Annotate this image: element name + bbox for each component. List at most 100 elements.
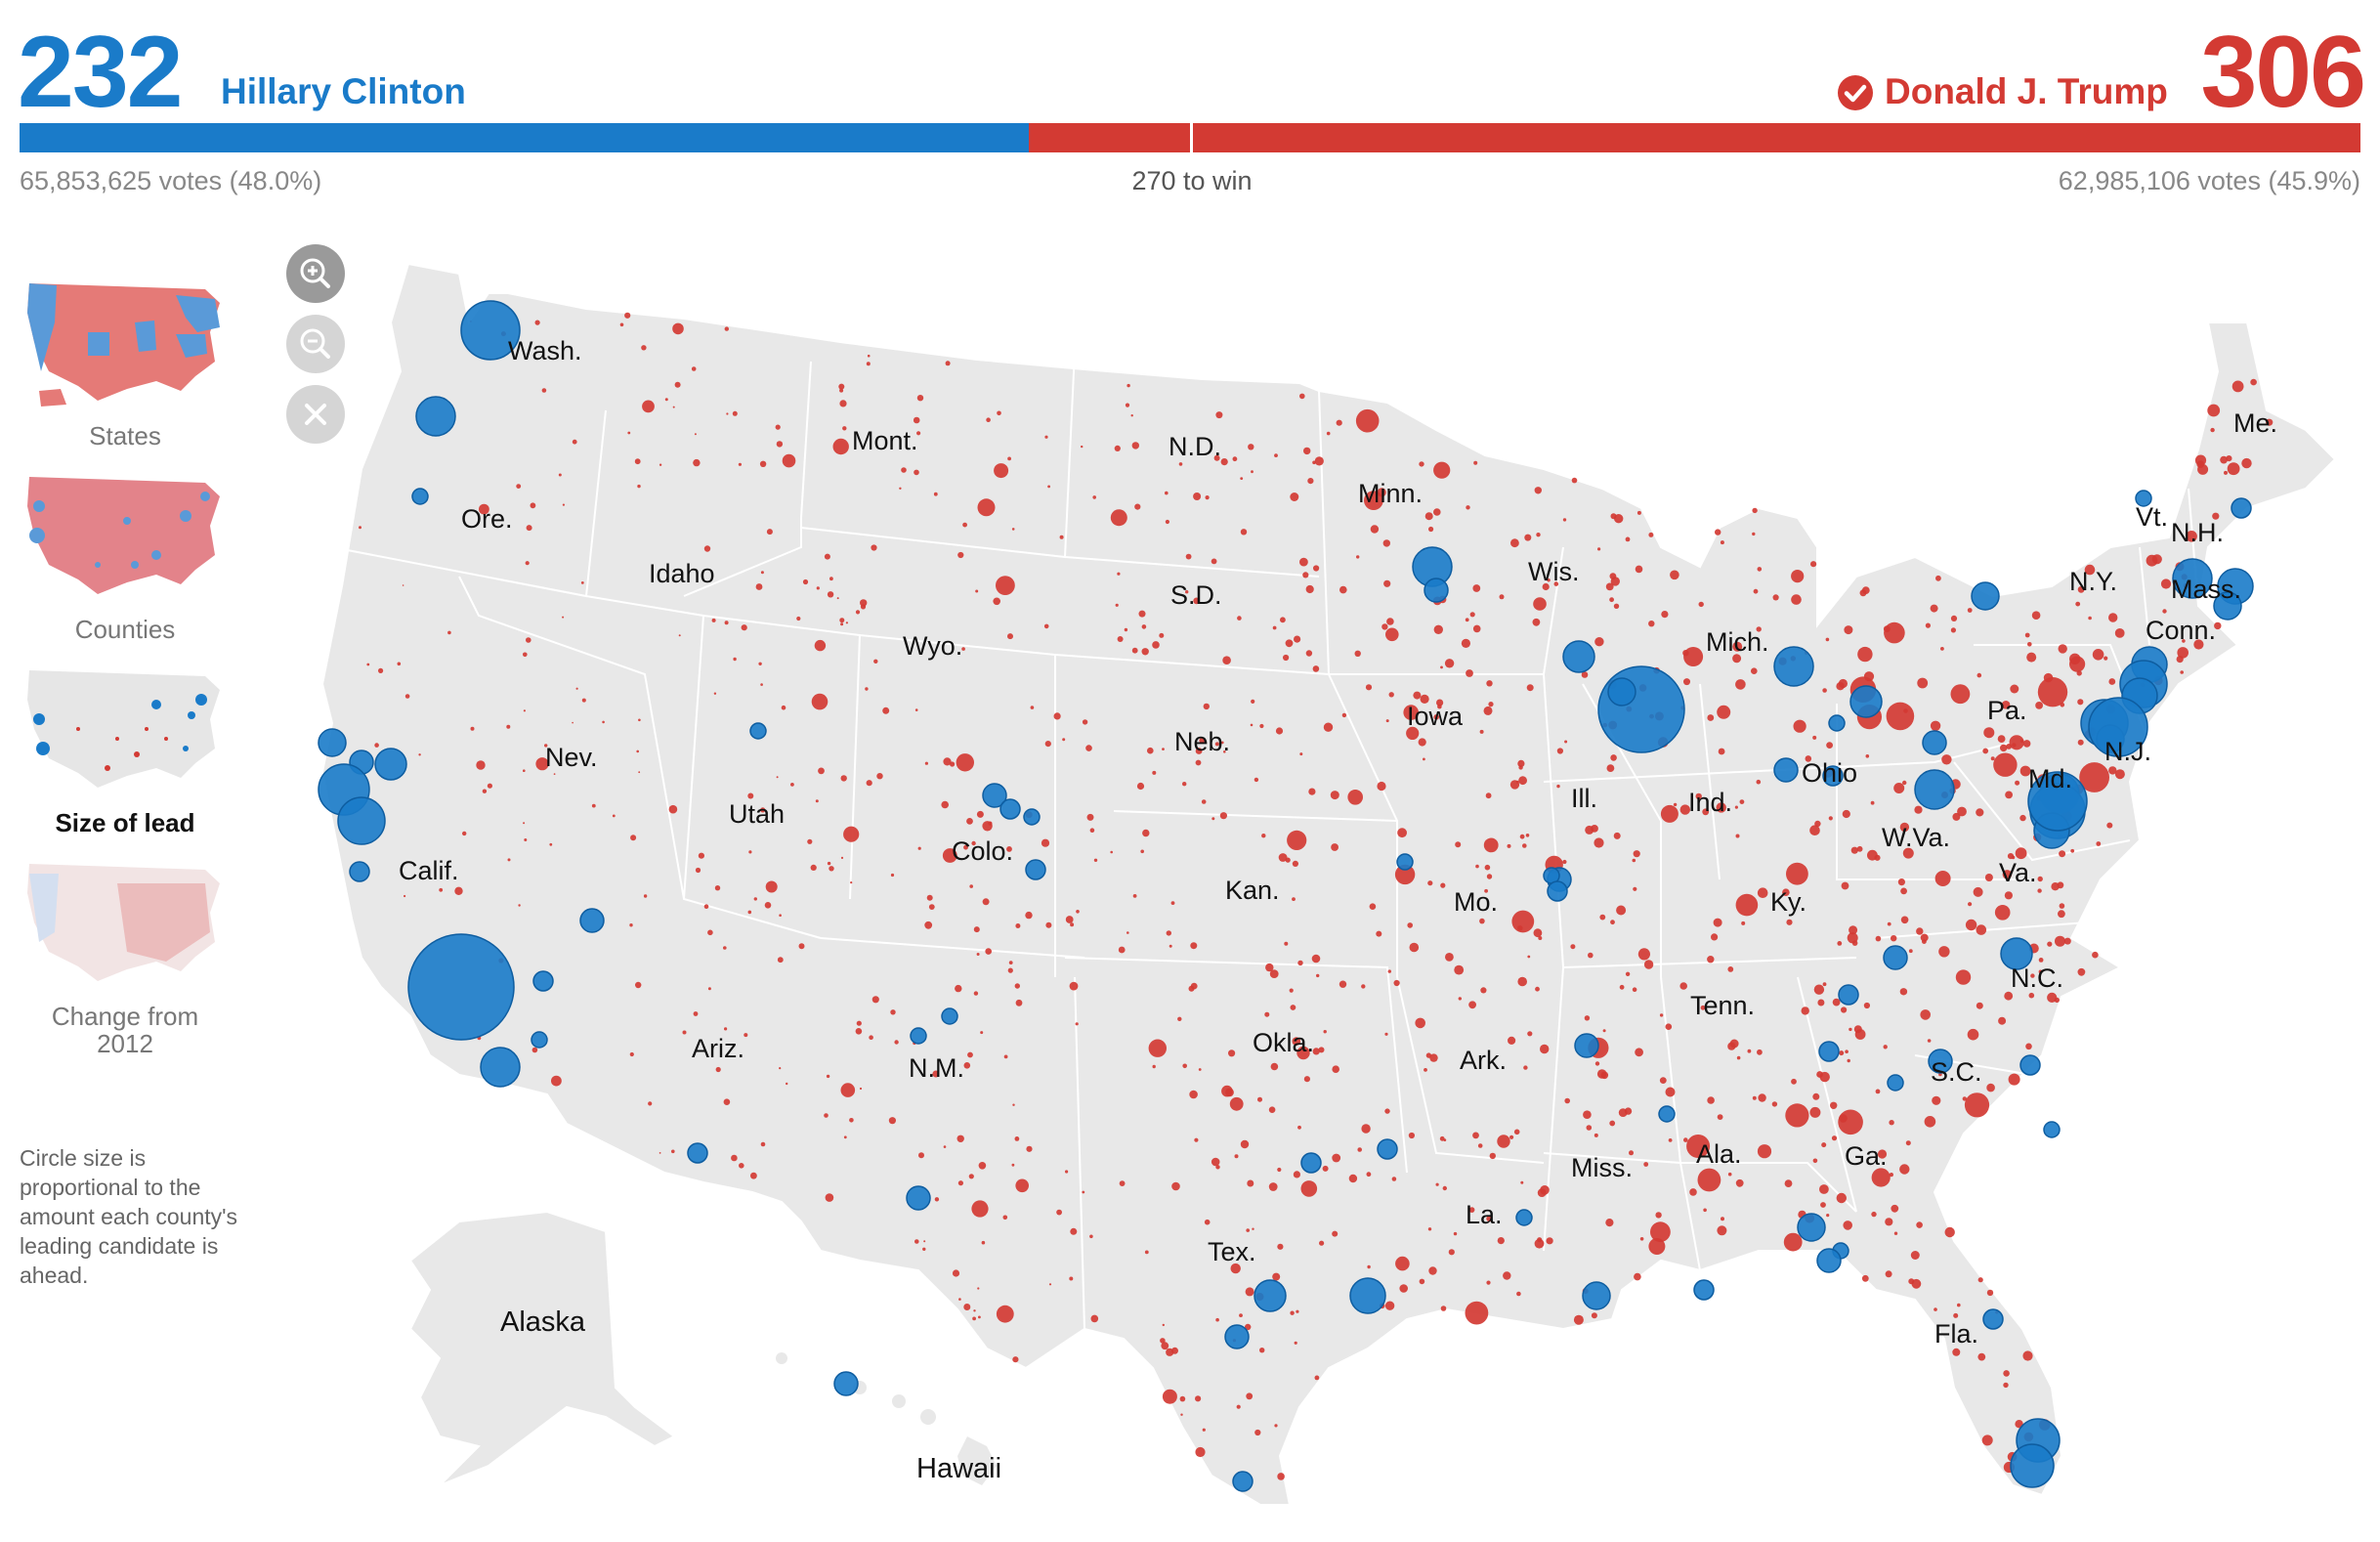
- rep-lead-bubble: [923, 1240, 926, 1243]
- rep-lead-bubble: [2084, 564, 2096, 576]
- rep-lead-bubble: [1290, 1310, 1295, 1315]
- rep-lead-bubble: [1820, 1202, 1826, 1208]
- rep-lead-bubble: [1361, 1124, 1371, 1134]
- rep-lead-bubble: [2007, 853, 2015, 860]
- rep-lead-bubble: [1636, 510, 1641, 515]
- rep-lead-bubble: [1863, 671, 1875, 682]
- rep-lead-bubble: [1239, 1313, 1243, 1317]
- rep-lead-bubble: [1195, 759, 1202, 766]
- rep-lead-bubble: [1889, 1173, 1893, 1178]
- rep-lead-bubble: [963, 1062, 971, 1069]
- rep-lead-bubble: [1729, 1039, 1739, 1049]
- rep-lead-bubble: [1305, 584, 1314, 594]
- rep-lead-bubble: [1732, 641, 1743, 652]
- rep-lead-bubble: [1245, 1287, 1254, 1297]
- rep-lead-bubble: [1607, 680, 1617, 690]
- rep-lead-bubble: [695, 867, 701, 874]
- rep-lead-bubble: [1201, 799, 1207, 804]
- rep-lead-bubble: [1885, 1218, 1893, 1226]
- rep-lead-bubble: [1246, 1392, 1254, 1400]
- rep-lead-bubble: [1703, 1208, 1707, 1213]
- rep-lead-bubble: [672, 406, 675, 408]
- zoom-in-button[interactable]: [286, 244, 345, 303]
- rep-lead-bubble: [1756, 626, 1762, 632]
- rep-lead-bubble: [1367, 1264, 1371, 1269]
- rep-lead-bubble: [1162, 748, 1165, 750]
- rep-lead-bubble: [523, 652, 528, 658]
- rep-lead-bubble: [1438, 595, 1447, 604]
- label-tex: Tex.: [1208, 1237, 1256, 1266]
- rep-lead-bubble: [764, 902, 772, 909]
- rep-lead-bubble: [535, 757, 549, 771]
- rep-lead-bubble: [1856, 845, 1863, 852]
- rep-lead-bubble: [1053, 712, 1061, 720]
- rep-lead-bubble: [2250, 378, 2257, 386]
- rep-lead-bubble: [1198, 1068, 1202, 1071]
- rep-lead-bubble: [1115, 603, 1119, 607]
- rep-lead-bubble: [1193, 493, 1202, 500]
- rep-lead-bubble: [648, 1101, 653, 1106]
- rep-lead-bubble: [1142, 829, 1150, 837]
- us-lower48-land: [320, 262, 2337, 1506]
- rep-lead-bubble: [1976, 1002, 1983, 1009]
- rep-lead-bubble: [549, 842, 553, 846]
- rep-lead-bubble: [1215, 1165, 1220, 1170]
- rep-lead-bubble: [713, 692, 717, 695]
- rep-lead-bubble: [1323, 722, 1334, 732]
- label-mass: Mass.: [2171, 575, 2241, 604]
- rep-lead-bubble: [2196, 460, 2205, 468]
- rep-lead-bubble: [500, 331, 506, 337]
- rep-lead-bubble: [1508, 1036, 1516, 1045]
- rep-lead-bubble: [1219, 812, 1227, 820]
- rep-lead-bubble: [1316, 973, 1320, 978]
- rep-lead-bubble: [2181, 574, 2188, 580]
- rep-lead-bubble: [602, 720, 605, 724]
- rep-lead-bubble: [2054, 997, 2060, 1004]
- rep-lead-bubble: [1546, 1237, 1553, 1245]
- rep-lead-bubble: [1885, 1270, 1892, 1278]
- rep-lead-bubble: [922, 1247, 926, 1252]
- rep-lead-bubble: [933, 492, 938, 496]
- rep-lead-bubble: [1665, 1023, 1673, 1030]
- rep-lead-bubble: [1633, 850, 1640, 858]
- rep-lead-bubble: [1140, 849, 1144, 854]
- rep-lead-bubble: [1950, 684, 1971, 705]
- rep-lead-bubble: [1849, 1027, 1852, 1032]
- rep-lead-bubble: [1117, 636, 1124, 642]
- rep-lead-bubble: [1188, 985, 1195, 992]
- label-conn: Conn.: [2146, 616, 2216, 645]
- rep-lead-bubble: [1445, 953, 1454, 962]
- rep-lead-bubble: [1165, 491, 1169, 495]
- rep-lead-bubble: [1436, 699, 1444, 707]
- rep-lead-bubble: [2210, 427, 2215, 433]
- rep-lead-bubble: [2037, 774, 2049, 786]
- rep-lead-bubble: [2087, 727, 2097, 737]
- rep-lead-bubble: [1332, 1153, 1341, 1163]
- rep-lead-bubble: [1048, 1283, 1052, 1286]
- rep-lead-bubble: [1983, 727, 1995, 739]
- rep-lead-bubble: [1377, 781, 1386, 792]
- rep-lead-bubble: [2070, 848, 2075, 853]
- rep-lead-bubble: [2051, 882, 2060, 891]
- rep-lead-bubble: [1518, 765, 1523, 770]
- rep-lead-bubble: [659, 463, 662, 466]
- rep-lead-bubble: [1953, 1312, 1959, 1318]
- view-option-states[interactable]: States: [0, 274, 250, 450]
- rep-lead-bubble: [985, 948, 992, 955]
- rep-lead-bubble: [479, 503, 489, 515]
- rep-lead-bubble: [1270, 1062, 1279, 1071]
- rep-lead-bubble: [2162, 609, 2167, 614]
- zoom-out-button[interactable]: [286, 315, 345, 373]
- view-option-size-of-lead[interactable]: Size of lead: [0, 661, 250, 836]
- rep-lead-bubble: [1251, 470, 1254, 474]
- rep-lead-bubble: [986, 417, 991, 423]
- view-option-change-from-2012[interactable]: Change from 2012: [0, 854, 250, 1069]
- reset-button[interactable]: [286, 385, 345, 444]
- rep-lead-bubble: [1537, 1237, 1543, 1243]
- view-option-counties[interactable]: Counties: [0, 467, 250, 643]
- rep-lead-bubble: [1922, 939, 1927, 944]
- rep-lead-bubble: [1472, 624, 1481, 633]
- rep-lead-bubble: [643, 894, 648, 898]
- rep-lead-bubble: [1634, 1272, 1641, 1281]
